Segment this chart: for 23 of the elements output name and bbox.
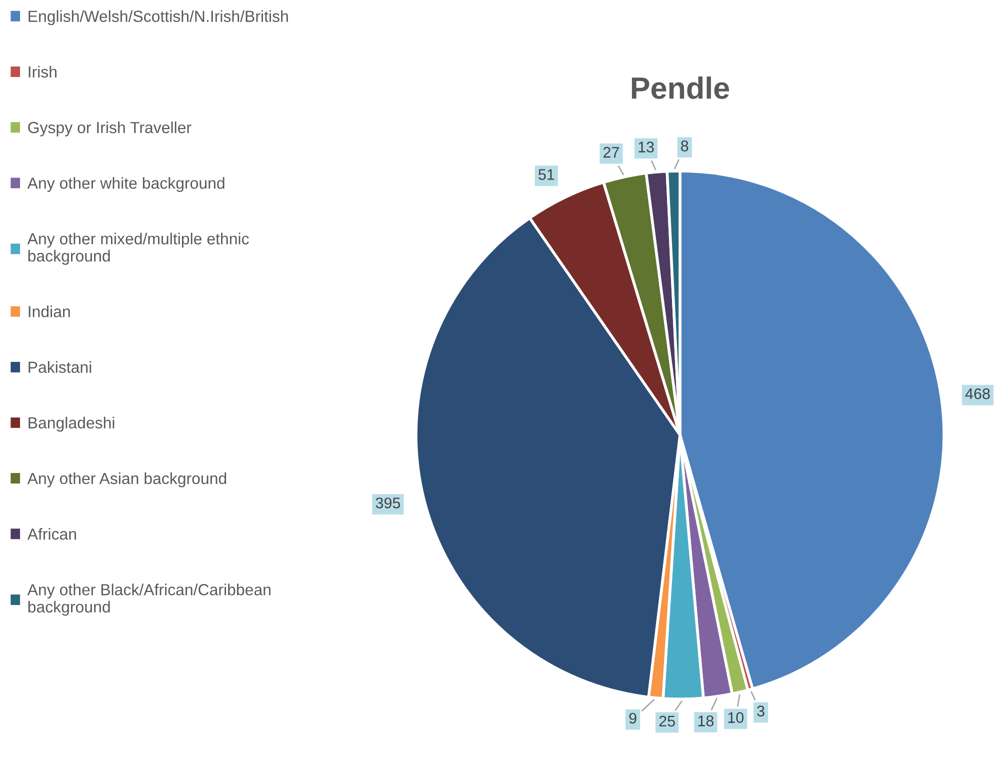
legend-label: Any other Asian background: [27, 472, 226, 488]
data-label: 395: [376, 498, 400, 508]
data-label: 468: [965, 388, 990, 400]
data-label: 3: [757, 706, 764, 716]
data-label: 18: [698, 716, 714, 726]
legend-label: Any other white background: [27, 177, 224, 192]
data-label: 13: [638, 142, 654, 152]
legend-label: Pakistani: [28, 361, 92, 373]
data-label: 51: [538, 169, 554, 180]
legend-label: Any other Black/African/Caribbean background: [27, 584, 270, 616]
data-label: 10: [728, 712, 744, 723]
legend-label: Any other mixed/multiple ethnic background: [27, 232, 249, 265]
data-label: 27: [603, 146, 619, 158]
legend-label: Gyspy or Irish Traveller: [28, 121, 192, 136]
text: Pendle: [632, 76, 730, 99]
data-label: 9: [629, 712, 636, 724]
legend-label: Irish: [28, 66, 56, 78]
legend-label: English/Welsh/Scottish/N.Irish/British: [28, 10, 288, 26]
legend-label: Indian: [28, 306, 70, 318]
data-label: 8: [681, 140, 688, 152]
legend-label: Bangladeshi: [28, 416, 114, 432]
legend-label: African: [27, 528, 76, 540]
data-label: 25: [659, 716, 675, 727]
